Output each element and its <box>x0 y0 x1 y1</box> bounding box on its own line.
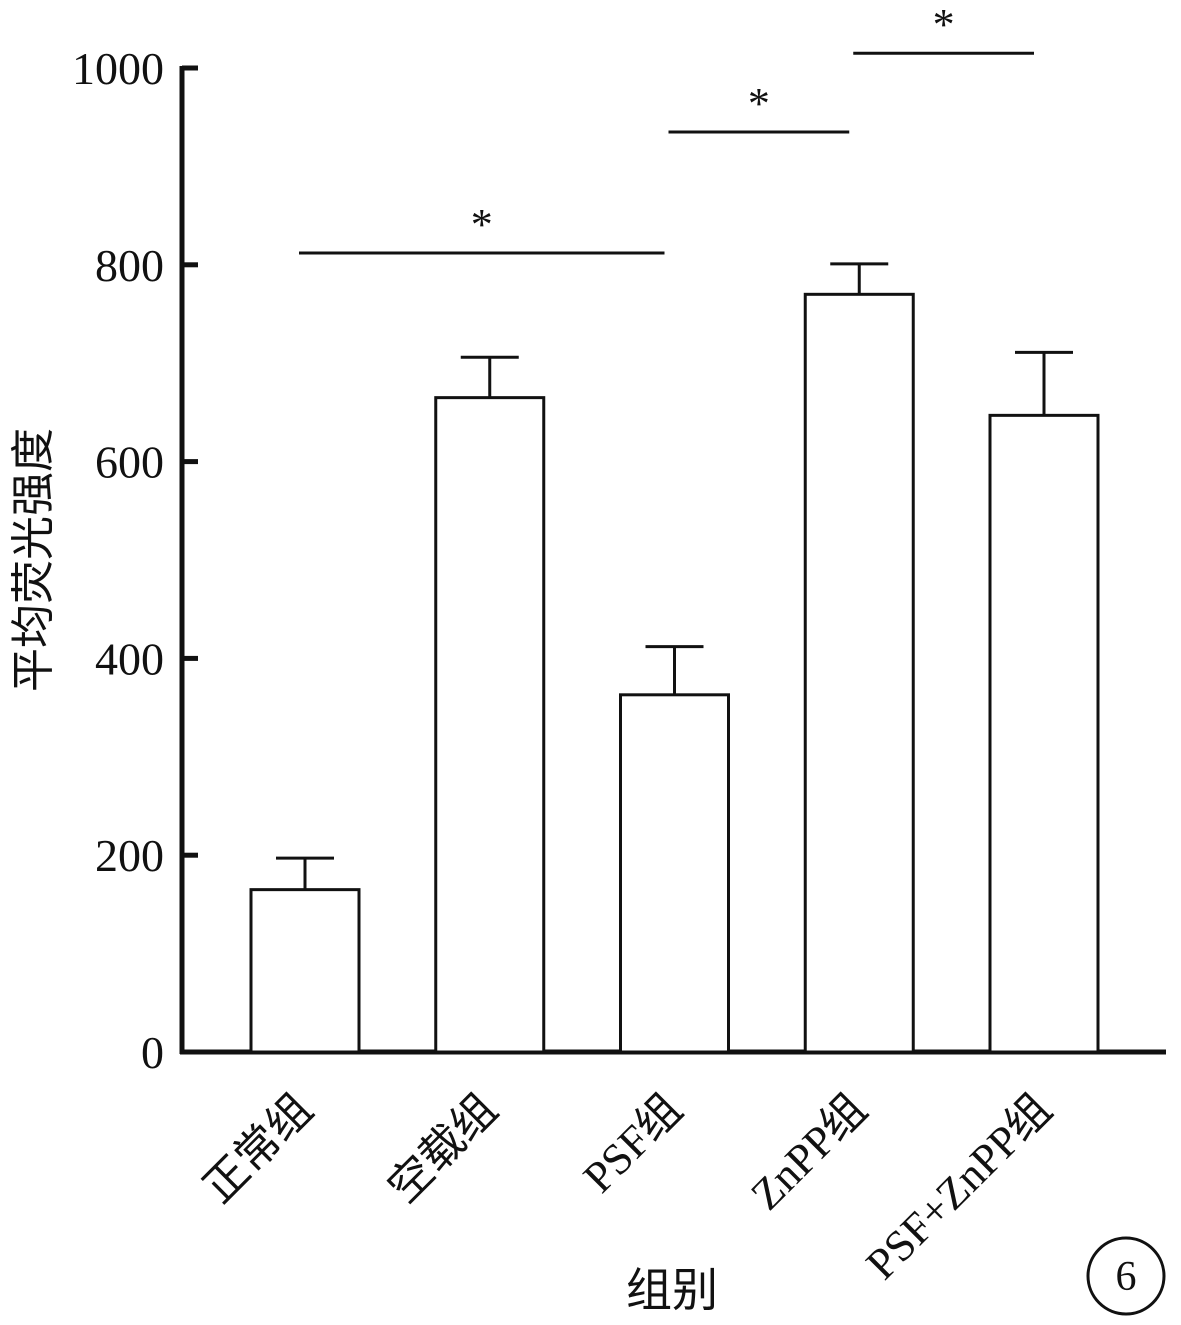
bar <box>434 396 546 1054</box>
bar <box>249 888 361 1054</box>
x-tick-label: 正常组 <box>194 1084 322 1212</box>
x-tick-label: 空载组 <box>379 1084 507 1212</box>
panel-label-text: 6 <box>1116 1254 1137 1300</box>
y-tick-label: 600 <box>95 437 164 488</box>
y-axis-label: 平均荧光强度 <box>9 428 58 692</box>
x-tick-label: PSF+ZnPP组 <box>857 1084 1061 1288</box>
panel-label: 6 <box>1086 1236 1166 1316</box>
y-tick-label: 400 <box>95 633 164 684</box>
y-tick-label: 0 <box>141 1027 164 1078</box>
significance-star: * <box>748 79 770 128</box>
y-tick-label: 800 <box>95 240 164 291</box>
y-tick-label: 1000 <box>72 43 164 94</box>
panel-label-circle <box>1086 1236 1166 1316</box>
bars <box>249 262 1100 1054</box>
x-tick-label: PSF组 <box>574 1084 692 1202</box>
significance-star: * <box>933 0 955 49</box>
bar <box>619 693 730 1054</box>
x-axis-label: 组别 <box>626 1265 718 1316</box>
bar <box>803 292 915 1054</box>
bar <box>988 413 1100 1054</box>
significance-markers: * * * <box>299 0 1034 255</box>
y-axis: 0 200 400 600 800 1000 <box>72 43 198 1078</box>
y-tick-label: 200 <box>95 830 164 881</box>
x-tick-label: ZnPP组 <box>741 1084 876 1219</box>
significance-star: * <box>471 200 493 249</box>
